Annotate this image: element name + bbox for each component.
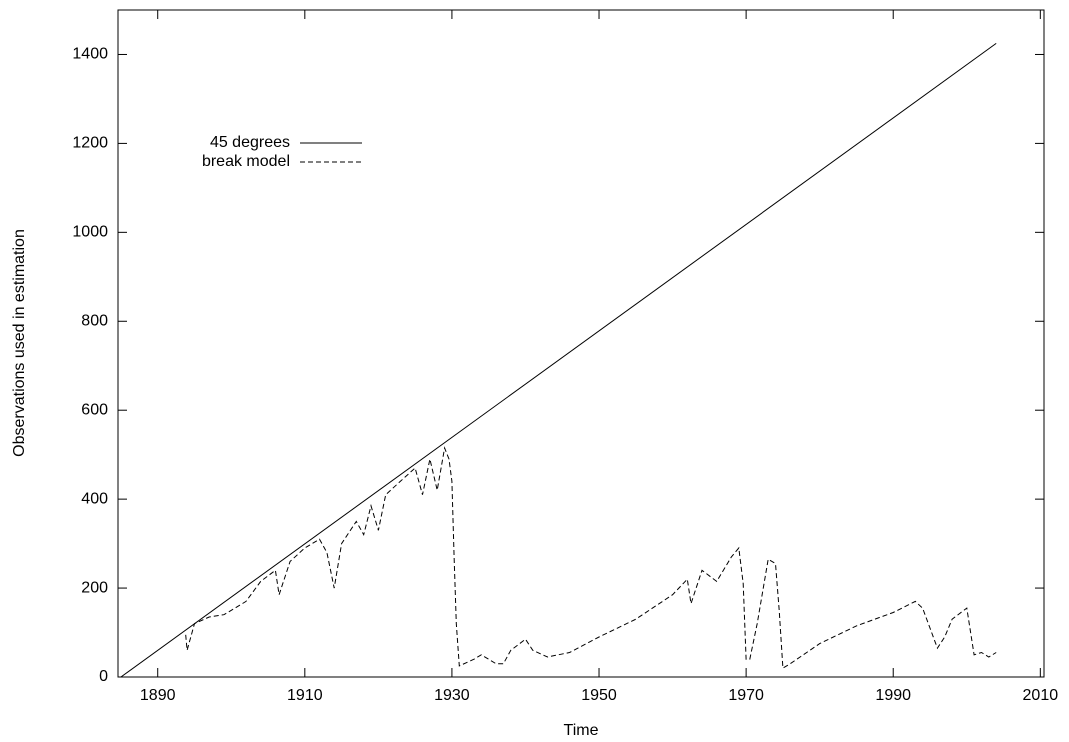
x-tick-label: 1910 xyxy=(287,687,323,704)
y-tick-label: 0 xyxy=(99,668,108,685)
legend-label: 45 degrees xyxy=(210,134,290,151)
series-line xyxy=(185,446,997,669)
y-tick-label: 1200 xyxy=(72,135,108,152)
x-tick-label: 1970 xyxy=(728,687,764,704)
legend-label: break model xyxy=(202,153,290,170)
y-tick-label: 200 xyxy=(81,579,108,596)
x-tick-label: 1950 xyxy=(581,687,617,704)
plot-frame xyxy=(117,9,1045,678)
x-tick-label: 1890 xyxy=(140,687,176,704)
y-tick-label: 800 xyxy=(81,312,108,329)
x-tick-label: 2010 xyxy=(1023,687,1059,704)
y-axis-label: Observations used in estimation xyxy=(11,229,28,457)
x-tick-label: 1930 xyxy=(434,687,470,704)
y-tick-label: 1000 xyxy=(72,224,108,241)
y-tick-label: 1400 xyxy=(72,46,108,63)
x-axis-label: Time xyxy=(564,722,599,739)
x-tick-label: 1990 xyxy=(875,687,911,704)
y-tick-label: 600 xyxy=(81,401,108,418)
series-line xyxy=(120,42,997,678)
y-tick-label: 400 xyxy=(81,490,108,507)
